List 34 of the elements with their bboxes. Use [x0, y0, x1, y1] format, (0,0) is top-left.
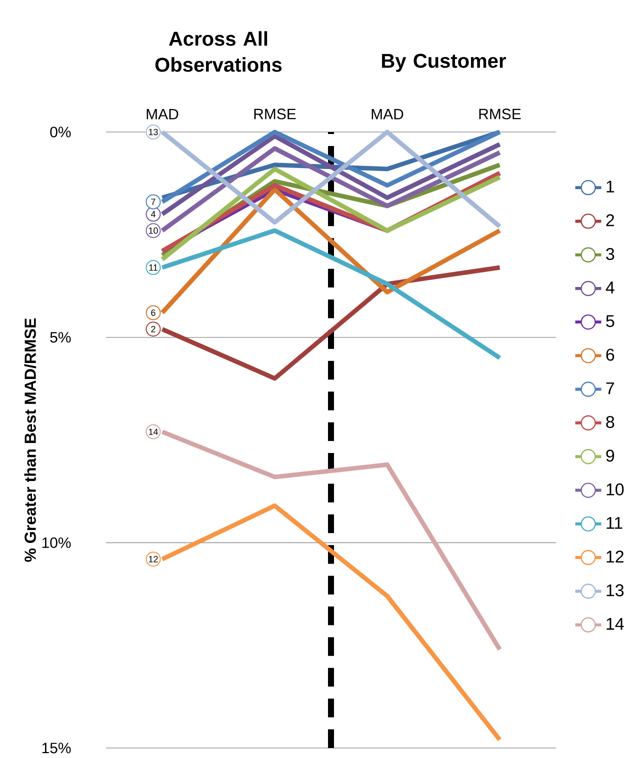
legend-label: 13: [606, 584, 624, 596]
text: 2: [151, 326, 156, 332]
text: 6: [151, 310, 156, 316]
legend-label: 14: [606, 618, 624, 630]
text: 11: [149, 264, 158, 271]
legend-label: 10: [606, 483, 624, 496]
legend-label: 1: [606, 180, 614, 192]
x-tick-label: RMSE: [479, 108, 521, 120]
text: 10: [148, 227, 158, 234]
legend-label: 11: [606, 517, 622, 529]
legend-label: 8: [606, 416, 614, 428]
text: 14: [148, 428, 158, 435]
x-tick-label: RMSE: [254, 108, 296, 120]
legend-label: 4: [606, 282, 614, 294]
legend-label: 7: [606, 382, 614, 394]
legend-label: 3: [606, 248, 614, 260]
legend-label: 9: [606, 450, 614, 462]
y-tick-label: 10%: [42, 537, 71, 548]
y-tick-label: 5%: [50, 332, 71, 343]
text: 4: [150, 211, 156, 218]
text: 7: [151, 198, 156, 205]
legend-label: 2: [606, 214, 614, 226]
y-axis-title: % Greater than Best MAD/RMSE: [24, 318, 36, 562]
text: By Customer: [382, 54, 506, 72]
text: 13: [148, 128, 158, 136]
x-tick-label: MAD: [146, 108, 178, 120]
y-tick-label: 15%: [42, 742, 71, 754]
y-tick-label: 0%: [50, 126, 71, 138]
legend-label: 5: [606, 315, 614, 328]
text: 12: [148, 556, 158, 562]
text: Across All Observations: [155, 31, 282, 72]
legend-label: 6: [606, 348, 614, 361]
x-tick-label: MAD: [372, 108, 404, 120]
legend-label: 12: [606, 550, 624, 562]
